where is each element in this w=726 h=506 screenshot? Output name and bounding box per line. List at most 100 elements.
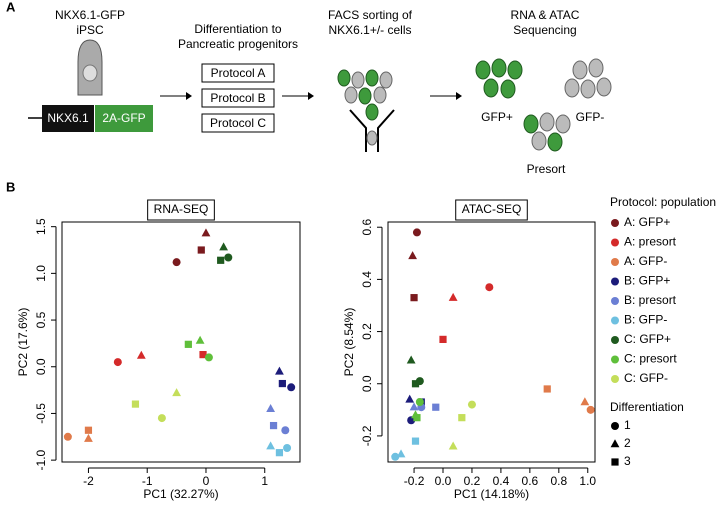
data-point <box>405 394 415 403</box>
legend-swatch <box>611 316 619 325</box>
panel-label: A <box>6 0 16 14</box>
data-point <box>269 421 278 430</box>
data-point <box>448 441 458 450</box>
gene-box <box>42 105 94 132</box>
data-point <box>439 335 447 343</box>
data-point <box>266 441 276 450</box>
data-point <box>411 437 420 445</box>
legend-shape <box>610 439 620 448</box>
legend-shape-label: 1 <box>624 418 631 432</box>
data-point <box>184 340 192 348</box>
panel-label: B <box>6 179 15 194</box>
y-axis-title: PC2 (8.54%) <box>342 308 356 377</box>
y-tick-label: 1.5 <box>34 218 48 235</box>
data-point <box>172 258 181 267</box>
sorter <box>337 69 395 152</box>
x-tick-label: 0.4 <box>493 474 510 488</box>
cell-groups <box>475 58 612 152</box>
y-tick-label: 0.0 <box>34 358 48 375</box>
data-point <box>407 416 416 425</box>
data-point <box>283 443 292 452</box>
legend-swatch <box>611 297 619 305</box>
protocol: Protocol B <box>210 91 265 105</box>
legend-swatch <box>611 219 619 227</box>
data-point <box>391 452 400 461</box>
data-point <box>172 388 181 397</box>
legend-label: B: GFP+ <box>624 274 670 288</box>
protocol: Protocol C <box>210 116 266 130</box>
data-point <box>580 397 590 406</box>
y-tick-label: 0.2 <box>360 323 374 340</box>
plot-frame <box>61 221 301 463</box>
data-point <box>63 432 72 441</box>
x-tick-label: -0.2 <box>404 474 425 488</box>
y-tick-label: 0.0 <box>360 375 374 392</box>
y-tick-label: -1.0 <box>34 449 48 470</box>
population-label: Presort <box>527 162 566 176</box>
x-tick-label: 0.8 <box>550 474 567 488</box>
chart-title: RNA-SEQ <box>154 202 209 216</box>
y-axis-title: PC2 (17.6%) <box>16 308 30 377</box>
data-point <box>199 351 207 359</box>
data-point <box>410 294 418 302</box>
nucleus <box>82 64 98 82</box>
data-point <box>217 256 225 264</box>
legend-swatch <box>611 375 619 383</box>
data-point <box>287 383 296 392</box>
step3-line: RNA & ATAC <box>511 8 580 22</box>
data-point <box>281 426 290 435</box>
step1-line: Pancreatic progenitors <box>178 37 298 51</box>
legend-swatch <box>611 258 619 266</box>
data-point <box>197 246 205 254</box>
data-point <box>415 398 424 406</box>
data-point <box>586 405 595 414</box>
legend-shape-title: Differentiation <box>610 400 684 414</box>
population-label: GFP+ <box>481 110 513 124</box>
data-point <box>84 426 93 434</box>
legend-shape-label: 3 <box>624 454 631 468</box>
legend-swatch <box>611 277 619 286</box>
x-tick-label: 1 <box>261 474 268 488</box>
plot-frame <box>387 221 596 463</box>
data-point <box>485 283 494 292</box>
data-point <box>84 433 93 442</box>
legend-shape-label: 2 <box>624 436 631 450</box>
data-point <box>396 449 406 458</box>
protocol-box <box>201 88 275 108</box>
legend-label: C: presort <box>624 352 677 366</box>
data-point <box>131 400 140 408</box>
data-point <box>204 353 213 362</box>
data-point <box>266 403 276 412</box>
data-point <box>432 403 440 411</box>
x-tick-label: 1.0 <box>579 474 596 488</box>
data-point <box>224 253 233 262</box>
legend-label: C: GFP+ <box>624 332 671 346</box>
data-point <box>448 292 458 301</box>
reporter-label: 2A-GFP <box>102 111 145 125</box>
y-tick-label: 0.4 <box>360 271 374 288</box>
x-tick-label: -2 <box>83 474 94 488</box>
protocol-box <box>201 63 275 83</box>
data-point <box>409 402 419 411</box>
arrow-head <box>308 92 314 100</box>
x-tick-label: 0.0 <box>435 474 452 488</box>
legend-title: Protocol: population <box>610 195 716 209</box>
data-point <box>406 355 416 364</box>
data-point <box>275 366 284 375</box>
x-tick-label: -1 <box>142 474 153 488</box>
protocol-box <box>201 113 275 133</box>
y-tick-label: 0.5 <box>34 311 48 328</box>
legend-swatch <box>611 336 619 344</box>
y-tick-label: 0.6 <box>360 219 374 236</box>
gene-label: NKX6.1 <box>47 111 89 125</box>
arrow-head <box>186 92 192 100</box>
data-point <box>408 251 418 260</box>
data-point <box>201 228 211 237</box>
legend-shape <box>611 422 619 430</box>
legend-swatch <box>611 238 619 247</box>
x-tick-label: 0 <box>203 474 210 488</box>
x-tick-label: 0.2 <box>464 474 481 488</box>
step2-line: FACS sorting of <box>328 8 413 22</box>
data-point <box>467 400 476 409</box>
